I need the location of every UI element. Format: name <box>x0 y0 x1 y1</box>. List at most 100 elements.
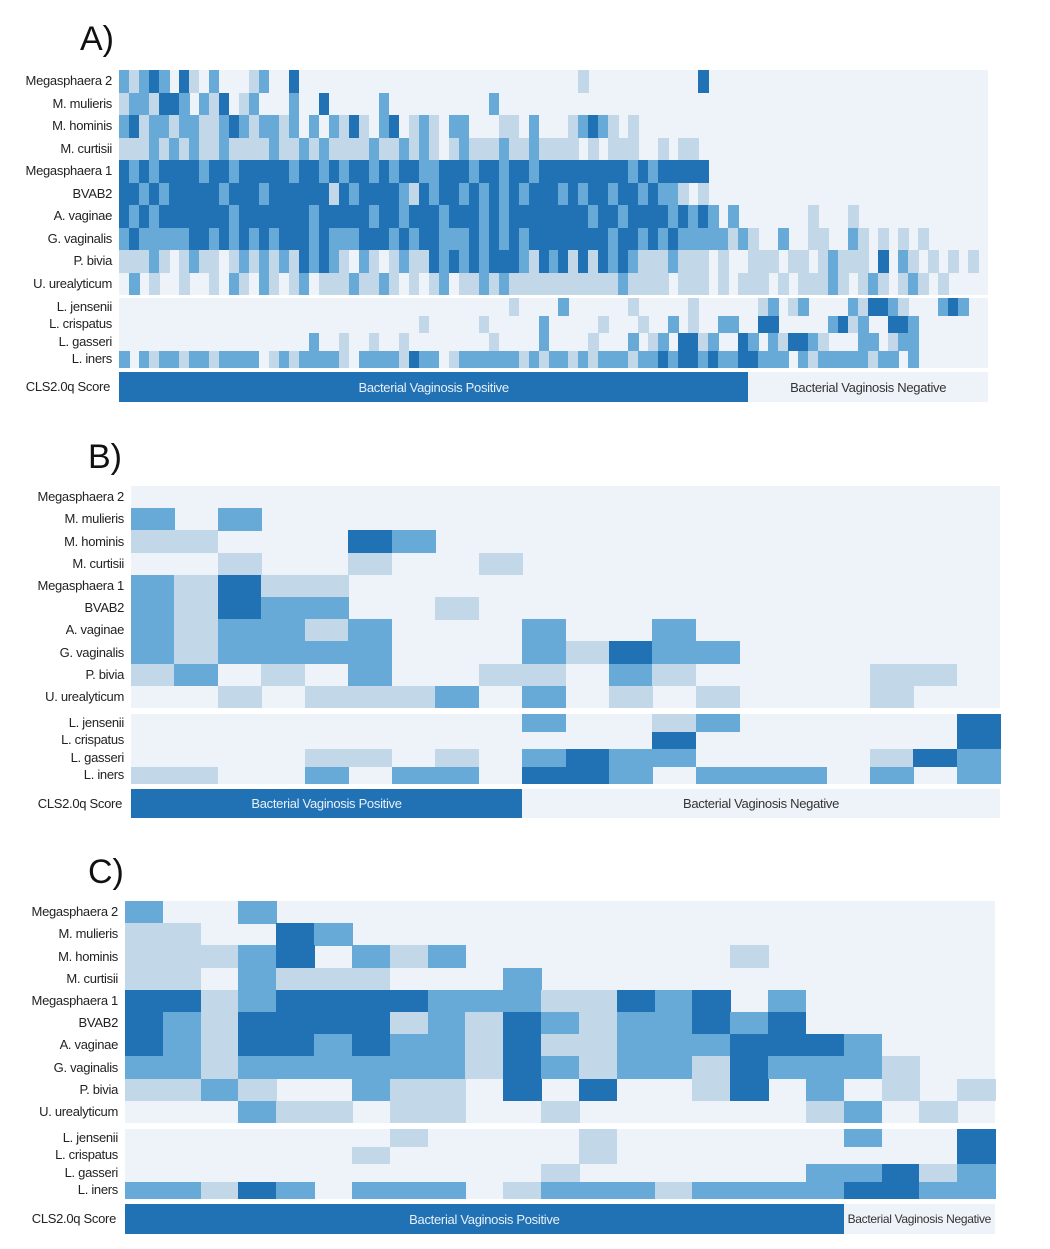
heatmap-cell <box>956 714 1001 732</box>
heatmap-cell <box>598 205 610 228</box>
heatmap-cell <box>698 227 709 251</box>
heatmap-cell <box>208 227 220 251</box>
heatmap-cell <box>468 182 480 206</box>
heatmap-cell <box>168 350 180 369</box>
heatmap-cell <box>578 70 590 93</box>
heatmap-cell <box>158 182 170 206</box>
heatmap-cell <box>522 641 567 664</box>
heatmap-cell <box>288 182 300 206</box>
heatmap-cell <box>162 1078 202 1102</box>
heatmap-cell <box>427 1056 467 1079</box>
row-label: Megasphaera 2 <box>31 904 119 920</box>
heatmap-cell <box>878 298 889 316</box>
heatmap-cell <box>508 137 520 161</box>
heatmap-cell <box>608 663 653 687</box>
heatmap-cell <box>228 182 240 206</box>
heatmap-cell <box>228 205 240 228</box>
score-label: CLS2.0q Score <box>37 795 123 811</box>
heatmap-cell <box>238 205 250 228</box>
heatmap-cell <box>328 227 340 251</box>
heatmap-cell <box>391 530 436 553</box>
heatmap-cell <box>138 182 150 206</box>
heatmap-cell <box>338 333 350 351</box>
heatmap-cell <box>668 182 679 206</box>
heatmap-cell <box>695 714 740 732</box>
heatmap-cell <box>304 597 349 620</box>
heatmap-cell <box>198 250 210 273</box>
heatmap-cell <box>878 227 889 251</box>
heatmap-cell <box>288 92 300 116</box>
heatmap-cell <box>957 1181 996 1200</box>
heatmap-cell <box>148 227 160 251</box>
heatmap-cell <box>508 227 520 251</box>
heatmap-cell <box>138 350 150 369</box>
heatmap-cell <box>174 766 219 785</box>
heatmap-cell <box>228 272 240 296</box>
heatmap-cell <box>652 749 697 767</box>
heatmap-cell <box>538 250 550 273</box>
heatmap-cell <box>148 70 160 93</box>
heatmap-cell <box>298 160 310 183</box>
heatmap-cell <box>548 137 560 161</box>
heatmap-cell <box>398 250 410 273</box>
heatmap-cell <box>200 1012 240 1035</box>
heatmap-cell <box>522 685 567 709</box>
heatmap-cell <box>698 182 709 206</box>
heatmap-cell <box>638 272 649 296</box>
heatmap-cell <box>258 227 270 251</box>
heatmap-cell <box>465 989 504 1013</box>
row-label: P. bivia <box>85 666 124 682</box>
heatmap-cell <box>728 205 739 228</box>
heatmap-cell <box>541 1181 580 1200</box>
heatmap-cell <box>218 227 230 251</box>
heatmap-cell <box>658 160 669 183</box>
heatmap-cell <box>119 182 130 206</box>
heatmap-cell <box>208 92 220 116</box>
heatmap-cell <box>628 182 639 206</box>
heatmap-cell <box>351 967 391 991</box>
heatmap-cell <box>162 989 202 1013</box>
heatmap-cell <box>548 182 560 206</box>
heatmap-cell <box>261 597 306 620</box>
heatmap-cell <box>508 115 520 138</box>
heatmap-cell <box>358 137 370 161</box>
heatmap-cell <box>488 250 500 273</box>
heatmap-cell <box>389 1078 429 1102</box>
heatmap-cell <box>654 989 693 1013</box>
heatmap-cell <box>678 137 689 161</box>
heatmap-cell <box>588 137 600 161</box>
heatmap-cell <box>448 205 460 228</box>
heatmap-cell <box>238 1034 277 1057</box>
heatmap-cell <box>314 1100 353 1124</box>
heatmap-cell <box>458 182 470 206</box>
heatmap-cell <box>738 227 749 251</box>
heatmap-cell <box>768 298 779 316</box>
heatmap-cell <box>188 205 200 228</box>
heatmap-cell <box>638 205 649 228</box>
heatmap-cell <box>128 115 140 138</box>
heatmap-cell <box>768 1181 807 1200</box>
heatmap-cell <box>238 350 250 369</box>
heatmap-cell <box>200 1078 240 1102</box>
heatmap-cell <box>818 227 829 251</box>
row-label: L. iners <box>83 767 125 783</box>
heatmap-cell <box>198 160 210 183</box>
heatmap-cell <box>608 227 619 251</box>
heatmap-cell <box>131 574 176 598</box>
heatmap-cell <box>338 350 350 369</box>
heatmap-cell <box>304 641 349 664</box>
heatmap-cell <box>218 92 230 116</box>
heatmap-cell <box>238 137 250 161</box>
row-label: U. urealyticum <box>45 688 124 704</box>
heatmap-cell <box>238 1078 277 1102</box>
heatmap-cell <box>638 182 649 206</box>
heatmap-cell <box>398 333 410 351</box>
heatmap-cell <box>588 272 600 296</box>
heatmap-cell <box>798 250 809 273</box>
heatmap-cell <box>654 1034 693 1057</box>
heatmap-cell <box>818 250 829 273</box>
heatmap-cell <box>388 272 400 296</box>
heatmap-cell <box>878 272 889 296</box>
heatmap-cell <box>408 350 420 369</box>
heatmap-cell <box>188 227 200 251</box>
